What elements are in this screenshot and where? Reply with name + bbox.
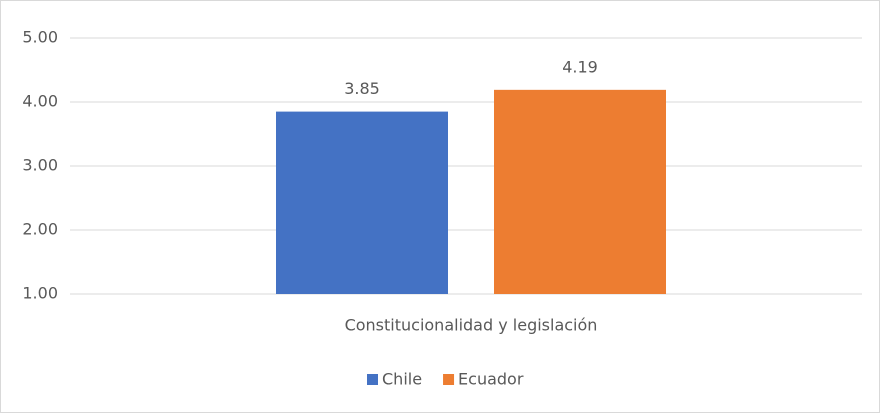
y-tick-label: 1.00 <box>22 284 58 303</box>
legend-swatch <box>367 374 378 385</box>
x-tick-label: Constitucionalidad y legislación <box>345 316 598 335</box>
y-tick-label: 4.00 <box>22 92 58 111</box>
legend-swatch <box>443 374 455 385</box>
legend-label: Ecuador <box>458 370 524 389</box>
bar <box>276 111 448 294</box>
legend-label: Chile <box>382 370 422 389</box>
data-label: 4.19 <box>562 57 598 76</box>
y-tick-label: 2.00 <box>22 220 58 239</box>
y-tick-label: 5.00 <box>22 28 58 47</box>
bar <box>494 89 666 294</box>
y-tick-label: 3.00 <box>22 156 58 175</box>
data-label: 3.85 <box>344 79 380 98</box>
